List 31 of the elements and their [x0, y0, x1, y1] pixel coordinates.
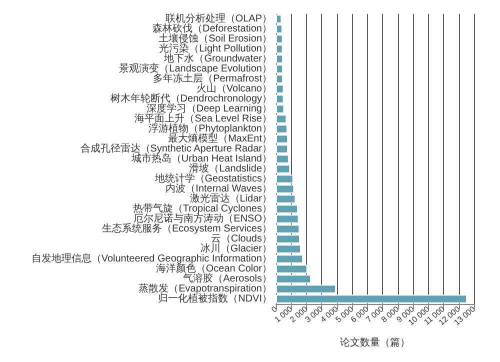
y-tick-label: 归一化植被指数（NDVI） — [158, 292, 272, 304]
y-tick-label: 联机分析处理（OLAP） — [165, 12, 272, 24]
y-tick-label: 自发地理信息（Volunteered Geographic Information） — [31, 252, 272, 264]
y-tick-label: 地下水（Groundwater） — [163, 52, 272, 64]
y-tick-label: 地统计学（Geostatistics） — [154, 172, 272, 184]
y-tick-label: 最大熵模型（MaxEnt） — [168, 132, 272, 144]
y-tick-label: 土壤侵蚀（Soil Erosion） — [158, 32, 272, 44]
y-tick-label: 蒸散发（Evapotranspiration） — [138, 282, 272, 294]
y-tick-label: 气溶胶（Aerosols） — [183, 272, 272, 284]
y-tick-label: 森林砍伐（Deforestation） — [152, 22, 272, 34]
y-tick-label: 冰川（Glacier） — [200, 242, 272, 254]
y-tick-label: 内波（Internal Waves） — [166, 182, 272, 194]
y-tick-label: 多年冻土层（Permafrost） — [153, 72, 272, 84]
y-tick-label: 火山（Volcano） — [196, 82, 272, 94]
y-tick-label: 厄尔尼诺与南方涛动（ENSO） — [134, 212, 272, 224]
y-tick-label: 树木年轮断代（Dendrochronology） — [110, 92, 272, 104]
y-tick-label: 海洋颜色（Ocean Color） — [156, 262, 272, 274]
y-tick-label: 浮游植物（Phytoplankton） — [148, 122, 272, 134]
y-tick-label: 激光雷达（Lidar） — [190, 192, 272, 204]
y-tick-label: 景观演变（Landscape Evolution） — [119, 62, 272, 74]
y-tick-label: 云（Clouds） — [210, 234, 272, 244]
y-tick-label: 合成孔径雷达（Synthetic Aperture Radar） — [80, 142, 272, 154]
y-tick-label: 深度学习（Deep Learning） — [146, 102, 272, 114]
y-tick-label: 滑坡（Landslide） — [189, 162, 272, 174]
y-tick-label: 海平面上升（Sea Level Rise） — [134, 112, 272, 124]
x-axis-title: 论文数量（篇） — [340, 336, 410, 348]
y-tick-label: 生态系统服务（Ecosystem Services） — [102, 222, 272, 234]
y-tick-label: 城市热岛（Urban Heat Island） — [130, 152, 272, 164]
y-tick-label: 热带气旋（Tropical Cyclones） — [132, 202, 272, 214]
y-tick-label: 光污染（Light Pollution） — [159, 42, 272, 54]
x-tick-label: 0 — [270, 304, 280, 314]
